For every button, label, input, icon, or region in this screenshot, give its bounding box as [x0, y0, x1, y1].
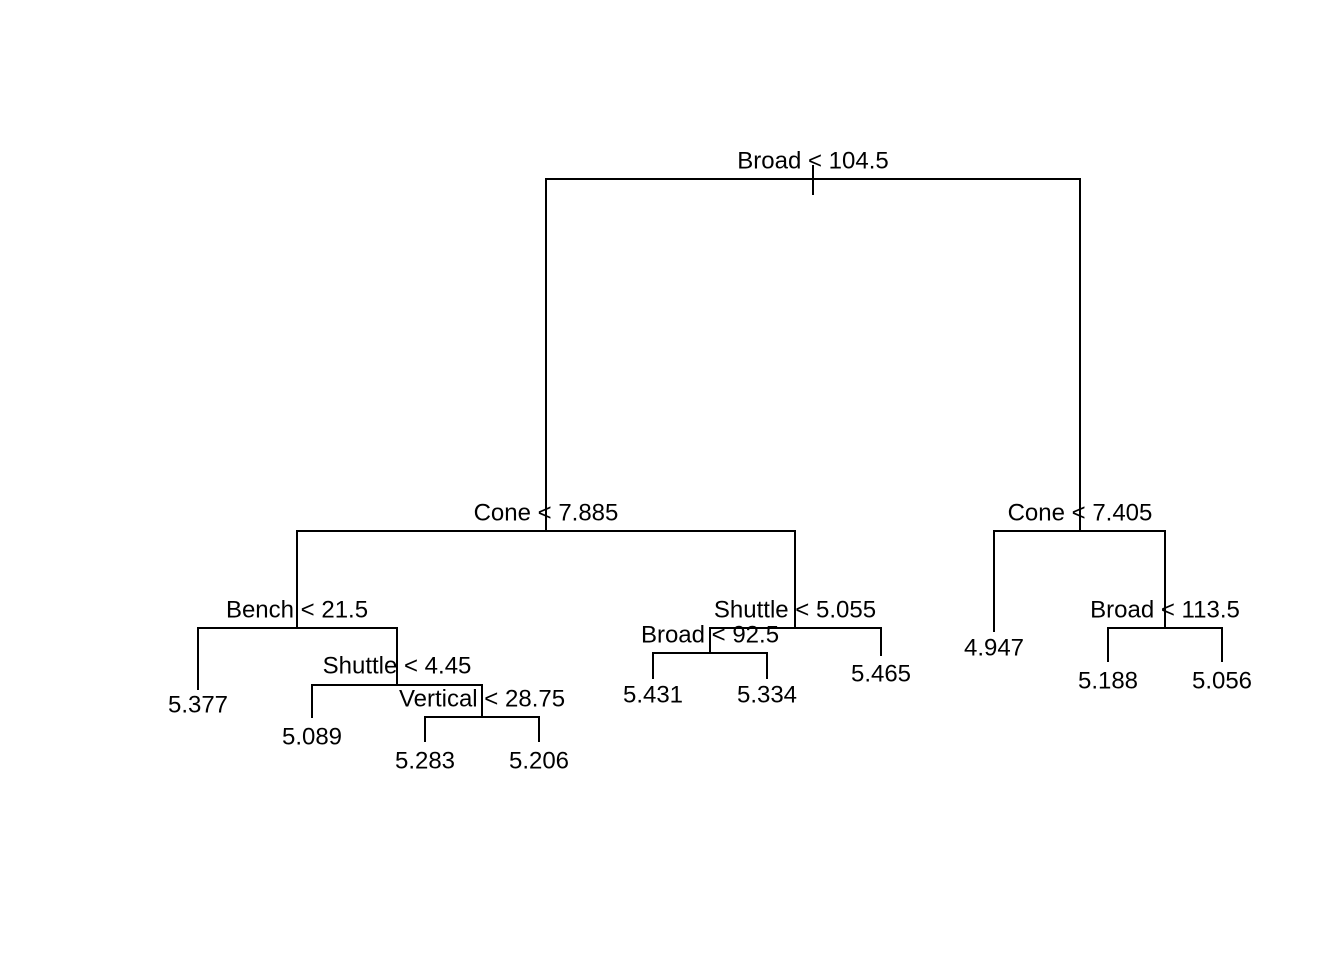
leaf-value: 5.334 — [737, 681, 797, 708]
leaf-value: 5.431 — [623, 681, 683, 708]
node-label: Shuttle < 5.055 — [714, 596, 876, 623]
leaf-value: 5.283 — [395, 747, 455, 774]
leaf-value: 5.377 — [168, 691, 228, 718]
leaf-value: 5.206 — [509, 747, 569, 774]
leaf-value: 4.947 — [964, 634, 1024, 661]
node-label: Cone < 7.405 — [1008, 499, 1153, 526]
node-label: Broad < 104.5 — [737, 147, 888, 174]
split-line — [296, 530, 796, 628]
split-line — [545, 178, 1081, 531]
split-line — [993, 530, 1166, 632]
split-line — [652, 652, 768, 679]
split-line — [424, 716, 540, 742]
leaf-value: 5.089 — [282, 723, 342, 750]
split-line — [709, 627, 882, 656]
node-label: Broad < 113.5 — [1090, 596, 1240, 623]
split-line — [197, 627, 398, 690]
leaf-value: 5.465 — [851, 660, 911, 687]
leaf-value: 5.188 — [1078, 667, 1138, 694]
split-line — [1107, 627, 1223, 662]
leaf-labels: 5.377 5.089 5.283 5.206 5.431 5.334 5.46… — [168, 634, 1252, 774]
node-label: Vertical < 28.75 — [399, 685, 565, 712]
node-label: Bench < 21.5 — [226, 596, 368, 623]
split-line — [311, 684, 483, 718]
node-labels: Broad < 104.5 Cone < 7.885 Bench < 21.5 … — [226, 147, 1240, 712]
node-label: Shuttle < 4.45 — [323, 652, 472, 679]
leaf-value: 5.056 — [1192, 667, 1252, 694]
node-label: Cone < 7.885 — [474, 499, 619, 526]
branches — [197, 165, 1223, 742]
node-label: Broad < 92.5 — [641, 621, 779, 648]
